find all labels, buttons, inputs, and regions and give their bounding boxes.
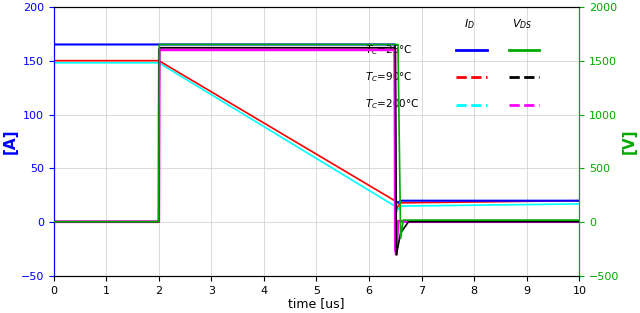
Y-axis label: [V]: [V] xyxy=(622,129,637,154)
X-axis label: time [us]: time [us] xyxy=(288,297,345,310)
Y-axis label: [A]: [A] xyxy=(3,129,18,154)
